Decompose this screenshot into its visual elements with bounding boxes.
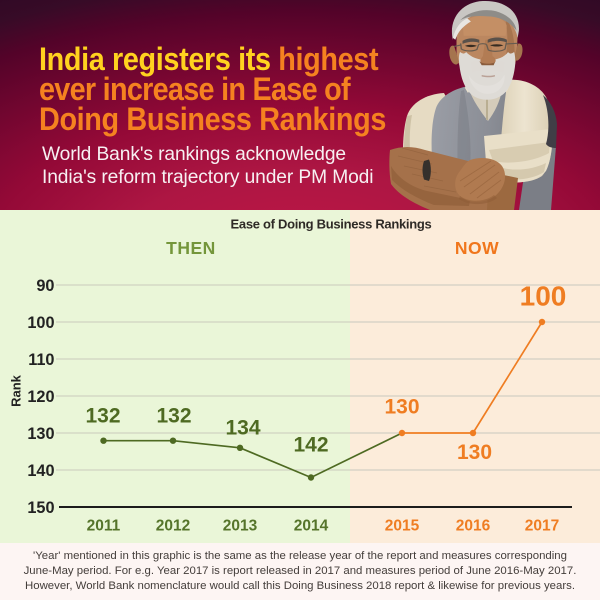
svg-text:2012: 2012 [156, 517, 190, 534]
svg-text:130: 130 [457, 441, 492, 464]
svg-text:150: 150 [27, 498, 54, 516]
svg-text:2016: 2016 [456, 517, 491, 534]
svg-text:2013: 2013 [223, 517, 258, 534]
svg-text:2014: 2014 [294, 517, 329, 534]
svg-text:Ease of Doing Business Ranking: Ease of Doing Business Rankings [231, 216, 432, 231]
svg-text:90: 90 [36, 276, 54, 294]
svg-text:132: 132 [85, 404, 120, 427]
svg-text:2015: 2015 [385, 517, 420, 534]
svg-text:132: 132 [156, 404, 191, 427]
svg-text:142: 142 [293, 433, 328, 456]
svg-text:120: 120 [27, 387, 54, 405]
svg-text:110: 110 [28, 350, 54, 368]
svg-text:THEN: THEN [166, 238, 216, 258]
svg-text:2017: 2017 [525, 517, 559, 534]
svg-text:Rank: Rank [9, 374, 24, 407]
svg-text:130: 130 [384, 395, 419, 418]
svg-text:2011: 2011 [87, 517, 121, 534]
svg-text:100: 100 [27, 313, 54, 331]
svg-text:134: 134 [225, 416, 260, 439]
svg-text:130: 130 [27, 424, 54, 442]
svg-text:140: 140 [27, 461, 54, 479]
svg-text:100: 100 [520, 280, 567, 311]
svg-text:NOW: NOW [455, 238, 499, 258]
